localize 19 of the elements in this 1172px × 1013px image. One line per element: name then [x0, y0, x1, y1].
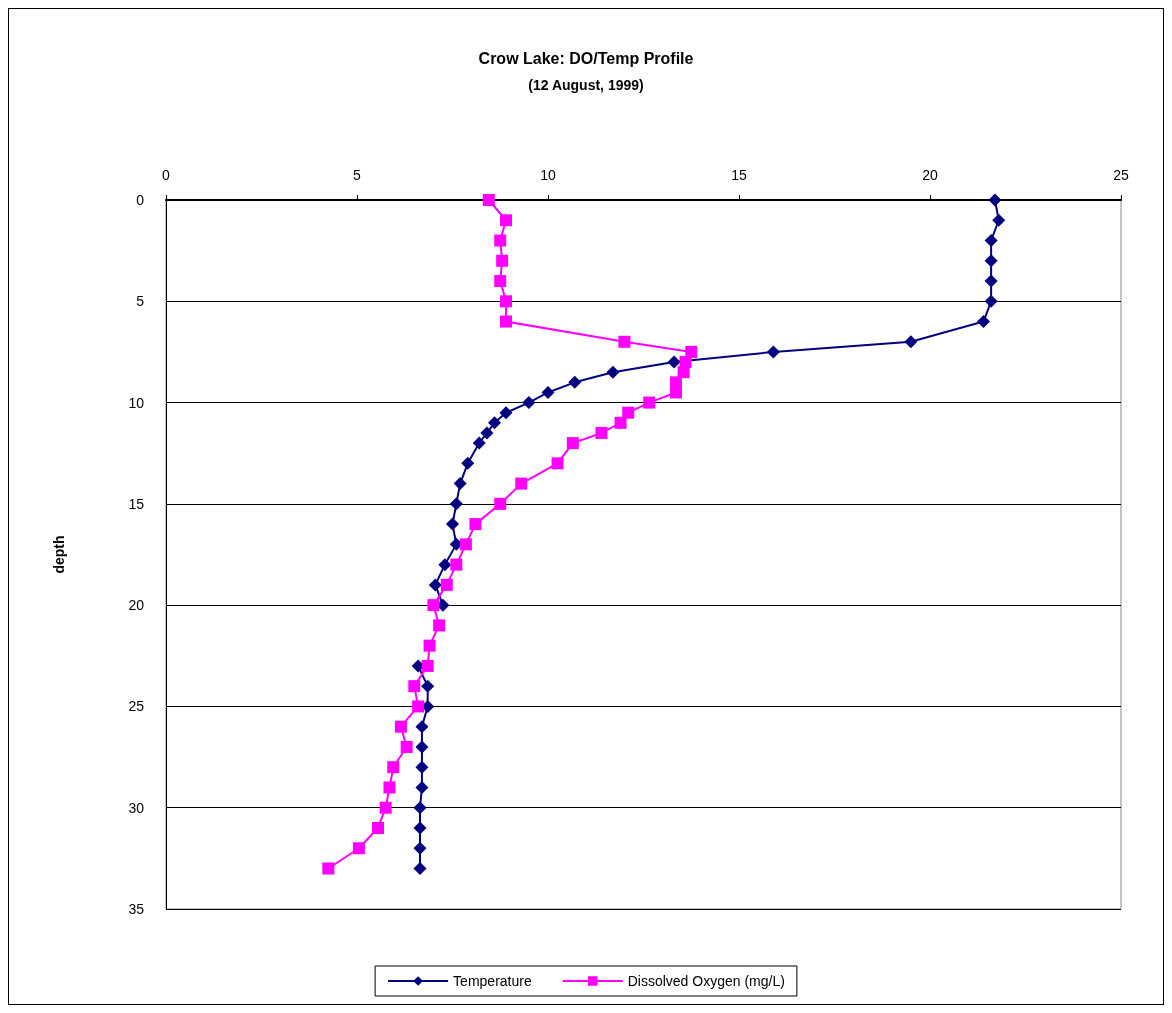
y-tick-label: 35 [128, 901, 145, 917]
legend-label: Dissolved Oxygen (mg/L) [627, 973, 785, 989]
x-tick-label: 15 [731, 167, 747, 183]
y-axis-title: depth [51, 535, 67, 574]
legend-label: Temperature [453, 973, 532, 989]
x-tick-label: 5 [353, 167, 362, 183]
x-tick-label: 10 [540, 167, 556, 183]
chart-title: Crow Lake: DO/Temp Profile [478, 49, 694, 67]
y-tick-label: 20 [128, 597, 145, 614]
y-tick-label: 30 [128, 799, 145, 816]
y-tick-label: 25 [128, 698, 145, 715]
y-tick-label: 0 [136, 192, 145, 208]
x-tick-label: 0 [162, 167, 171, 183]
x-tick-label: 20 [922, 167, 938, 183]
x-tick-label: 25 [1113, 167, 1129, 183]
y-tick-label: 15 [128, 495, 145, 512]
chart-subtitle: (12 August, 1999) [528, 77, 644, 93]
y-tick-label: 5 [136, 293, 145, 310]
y-tick-label: 10 [128, 394, 145, 411]
